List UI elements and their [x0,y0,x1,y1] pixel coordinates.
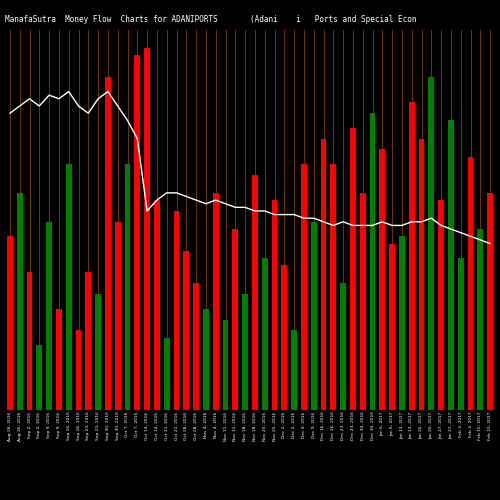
Bar [301,164,307,410]
Bar [380,150,385,410]
Bar [184,251,189,410]
Bar [330,164,336,410]
Bar [418,138,424,410]
Bar [340,284,346,410]
Bar [222,320,228,410]
Bar [66,164,71,410]
Bar [448,120,454,410]
Bar [360,193,366,410]
Bar [115,222,120,410]
Bar [95,294,101,410]
Bar [320,138,326,410]
Bar [232,229,238,410]
Bar [282,265,287,410]
Bar [487,193,493,410]
Text: ManafaSutra  Money Flow  Charts for ADANIPORTS: ManafaSutra Money Flow Charts for ADANIP… [5,15,218,24]
Bar [399,236,405,410]
Bar [124,164,130,410]
Bar [193,284,199,410]
Bar [458,258,464,410]
Bar [350,128,356,410]
Bar [370,113,376,410]
Bar [144,48,150,410]
Bar [468,156,473,410]
Bar [86,272,91,410]
Bar [291,330,297,410]
Bar [134,56,140,410]
Bar [262,258,268,410]
Bar [154,200,160,410]
Text: (Adani    i   Ports and Special Econ: (Adani i Ports and Special Econ [250,15,416,24]
Bar [242,294,248,410]
Bar [56,308,62,410]
Bar [46,222,52,410]
Bar [252,175,258,410]
Bar [438,200,444,410]
Bar [76,330,82,410]
Bar [174,211,180,410]
Bar [478,229,483,410]
Bar [26,272,32,410]
Bar [7,236,13,410]
Bar [311,222,316,410]
Bar [164,338,170,410]
Bar [36,345,42,410]
Bar [17,193,22,410]
Bar [389,244,395,410]
Bar [409,102,414,410]
Bar [272,200,278,410]
Bar [428,77,434,410]
Bar [105,77,111,410]
Bar [213,193,218,410]
Bar [203,308,209,410]
